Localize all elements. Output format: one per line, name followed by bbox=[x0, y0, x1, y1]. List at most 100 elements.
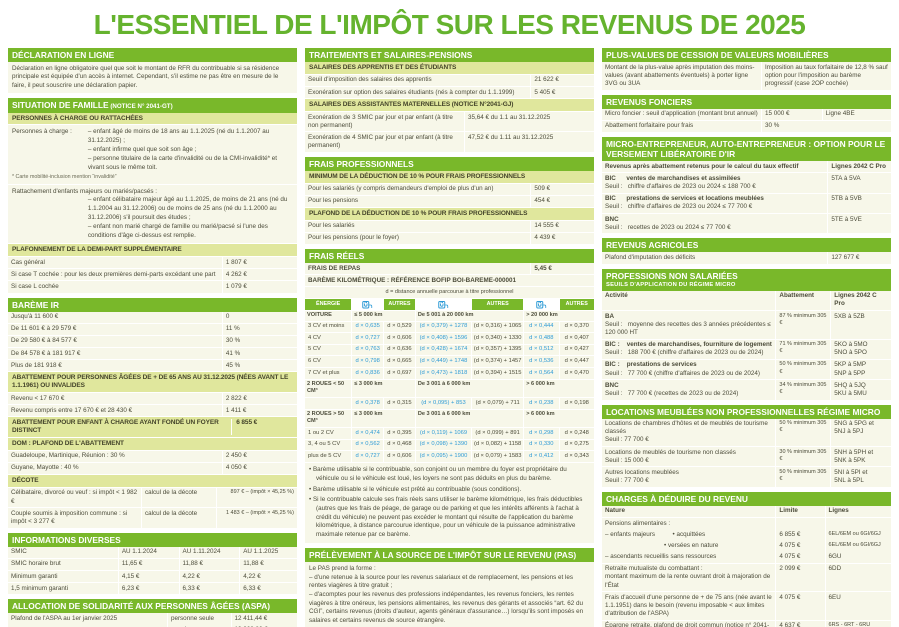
table-cell: 5HQ à 5JQ 5KU à 5MU bbox=[830, 380, 891, 400]
block-items: – enfant âgé de moins de 18 ans au 1.1.2… bbox=[88, 128, 293, 173]
table-cell: 50 % minimum 305 € bbox=[775, 418, 830, 447]
table-cell: Pour les pensions bbox=[308, 197, 359, 205]
table-row: • versées en nature 4 075 €6EL/6EM ou 6GI… bbox=[602, 540, 891, 552]
table-row: De 84 578 € à 181 917 € 41 % bbox=[8, 348, 297, 361]
table-cell: 1 411 € bbox=[221, 405, 297, 417]
table-row: BA Seuil : moyenne des recettes des 3 ann… bbox=[602, 311, 891, 340]
table-row: BNC Seuil : recettes de 2023 ou 2024 ≤ 77… bbox=[602, 214, 891, 235]
table-cell: VOITURE bbox=[307, 312, 332, 319]
subsection-title: ABATTEMENT POUR ENFANT À CHARGE AYANT FO… bbox=[12, 419, 219, 435]
table-cell: 5NH à 5PH et 5NK à 5PK bbox=[830, 447, 891, 467]
table-cell: Jusqu'à 11 600 € bbox=[11, 313, 59, 321]
table-row: Exonération de 4 SMIC par jour et par en… bbox=[305, 132, 594, 153]
table-cell: 2 099 € bbox=[775, 563, 824, 592]
paragraph: Le PAS prend la forme : – d'une retenue … bbox=[305, 562, 594, 627]
table-cell: (d × 0,473) + 1818 bbox=[414, 368, 471, 379]
table-cell: BA Seuil : moyenne des recettes des 3 ann… bbox=[602, 311, 775, 339]
revenus-agricoles: REVENUS AGRICOLES bbox=[602, 238, 891, 253]
km-data-row: 7 CV et plus d × 0,836 d × 0,697 (d × 0,473… bbox=[305, 368, 594, 380]
table-cell: 4 CV bbox=[308, 334, 321, 341]
table-cell: d × 0,238 bbox=[523, 398, 558, 409]
table-row: Pour les salariés 14 555 € bbox=[305, 220, 594, 233]
section-note: (NOTICE N° 2041-GT) bbox=[108, 103, 173, 111]
table-cell bbox=[824, 518, 891, 530]
notes-block: • Barème utilisable si le contribuable, … bbox=[305, 462, 594, 545]
table-cell: (d × 0,340) + 1330 bbox=[471, 333, 523, 344]
table-cell: 4 075 € bbox=[775, 540, 824, 552]
table-cell: ≤ 3 000 km bbox=[351, 379, 415, 398]
table-cell: ÉNERGIE bbox=[305, 298, 352, 310]
table-cell: d × 0,330 bbox=[523, 439, 558, 451]
table-cell: 4 439 € bbox=[530, 232, 594, 245]
km-data-row: 1 ou 2 CV d × 0,474 d × 0,395 (d × 0,119) +… bbox=[305, 428, 594, 440]
table-cell: AUTRES bbox=[558, 298, 594, 310]
table-cell: d × 0,564 bbox=[523, 368, 558, 379]
km-data-row: plus de 5 CV d × 0,727 d × 0,606 (d × 0,095… bbox=[305, 451, 594, 463]
table-row: SMIC horaire brut 11,65 €11,88 €11,88 € bbox=[8, 558, 297, 572]
table-cell: d × 0,447 bbox=[558, 356, 594, 368]
table-cell: 5KO à 5MO 5NO à 5PO bbox=[830, 339, 891, 359]
table-row: Minimum garanti 4,15 €4,22 €4,22 € bbox=[8, 571, 297, 584]
table-cell: 6 CV bbox=[308, 357, 321, 364]
table-cell: 5 405 € bbox=[530, 87, 594, 99]
table-cell: d × 0,512 bbox=[523, 344, 558, 356]
table-cell: Imposition au taux forfaitaire de 12,8 %… bbox=[760, 62, 891, 90]
section-title: ALLOCATION DE SOLIDARITÉ AUX PERSONNES Â… bbox=[12, 601, 271, 612]
table-cell: d × 0,488 bbox=[523, 333, 558, 344]
block-label: Personnes à charge : bbox=[12, 127, 72, 135]
table-cell: (d × 0,357) + 1395 bbox=[471, 344, 523, 356]
table-cell: 4 637 € bbox=[775, 620, 824, 627]
section-title: MICRO-ENTREPRENEUR, AUTO-ENTREPRENEUR : … bbox=[606, 139, 886, 160]
table-cell: 0 bbox=[221, 311, 297, 323]
table-cell: Micro foncier : seuil d'application (mon… bbox=[605, 110, 758, 118]
table-cell: 11 % bbox=[221, 323, 297, 335]
list-item: – enfant non marié chargé de famille ou … bbox=[87, 222, 268, 239]
table-cell: d × 0,474 bbox=[351, 428, 383, 439]
table-cell: 11,65 € bbox=[117, 558, 179, 571]
section-subtitle: SEUILS D'APPLICATION DU RÉGIME MICRO bbox=[606, 281, 736, 288]
table-cell: 30 % minimum 305 € bbox=[775, 447, 830, 467]
table-row: Nature Limite Lignes bbox=[602, 505, 891, 519]
section-title: REVENUS AGRICOLES bbox=[606, 240, 699, 251]
table-cell: 4 050 € bbox=[221, 462, 297, 475]
table-cell: Revenus après abattement retenus pour le… bbox=[605, 162, 799, 170]
table-cell: d × 0,427 bbox=[558, 344, 594, 356]
km-data-row: 4 CV d × 0,727 d × 0,606 (d × 0,408) + 1596… bbox=[305, 333, 594, 345]
table-cell: 4,22 € bbox=[178, 571, 240, 583]
table-row: Revenu compris entre 17 670 € et 28 430 … bbox=[8, 405, 297, 418]
plus-values-mobilieres: PLUS-VALUES DE CESSION DE VALEURS MOBILI… bbox=[602, 48, 891, 63]
table-row: Plafond de l'ASPA au 1er janvier 2025 per… bbox=[8, 613, 297, 625]
subsection-title: DOM : PLAFOND DE L'ABATTEMENT bbox=[12, 440, 124, 448]
table-cell: d × 0,395 bbox=[383, 428, 415, 439]
table-row: Activité Abattement Lignes 2042 C Pro bbox=[602, 290, 891, 311]
km-band-row: 2 ROUES < 50 CM³ ≤ 3 000 km De 3 001 à 6 0… bbox=[305, 379, 594, 399]
informations-diverses: INFORMATIONS DIVERSES bbox=[8, 532, 297, 547]
table-cell: Seuil d'imposition des salaires des appr… bbox=[308, 76, 432, 84]
table-cell: SMIC bbox=[11, 548, 27, 556]
table-row: De 29 580 € à 84 577 € 30 % bbox=[8, 335, 297, 349]
table-cell: Lignes bbox=[824, 505, 891, 518]
prelevement-a-la-source: PRÉLÈVEMENT À LA SOURCE DE L'IMPÔT SUR L… bbox=[305, 548, 594, 563]
table-cell: Pour les pensions (pour le foyer) bbox=[308, 234, 400, 242]
note-item: • Barème utilisable si le véhicule est p… bbox=[309, 485, 522, 493]
table-cell: Retraite mutualiste du combattant : mont… bbox=[605, 565, 771, 589]
table-cell: Si case L cochée bbox=[11, 282, 59, 290]
table-cell: 12 411,44 € bbox=[230, 613, 297, 625]
table-cell: 1 ou 2 CV bbox=[308, 429, 334, 436]
table-cell: 5XB à 5ZB bbox=[830, 311, 891, 339]
table-cell: 3, 4 ou 5 CV bbox=[308, 441, 341, 448]
table-cell: 34 % minimum 305 € bbox=[775, 380, 830, 400]
table-cell: De 3 001 à 6 000 km bbox=[414, 379, 523, 398]
table-cell: 5TE à 5VE bbox=[827, 214, 891, 234]
table-row: Guadeloupe, Martinique, Réunion : 30 % 2 … bbox=[8, 450, 297, 463]
subsection-title: PERSONNES À CHARGE OU RATTACHÉES bbox=[12, 114, 143, 122]
subsection-header: PLAFOND DE LA DÉDUCTION DE 10 % POUR FRA… bbox=[305, 207, 594, 221]
declaration-en-ligne: DÉCLARATION EN LIGNE bbox=[8, 48, 297, 63]
table-cell: > 6 000 km bbox=[523, 409, 594, 428]
table-cell: (d × 0,095) + 1900 bbox=[414, 451, 471, 462]
table-cell: d × 0,407 bbox=[558, 333, 594, 344]
table-cell: 454 € bbox=[530, 195, 594, 207]
list-item: – enfant âgé de moins de 18 ans au 1.1.2… bbox=[87, 127, 270, 144]
table-cell: Guadeloupe, Martinique, Réunion : 30 % bbox=[11, 452, 125, 460]
table-cell: Plafond d'imputation des déficits bbox=[605, 253, 696, 261]
